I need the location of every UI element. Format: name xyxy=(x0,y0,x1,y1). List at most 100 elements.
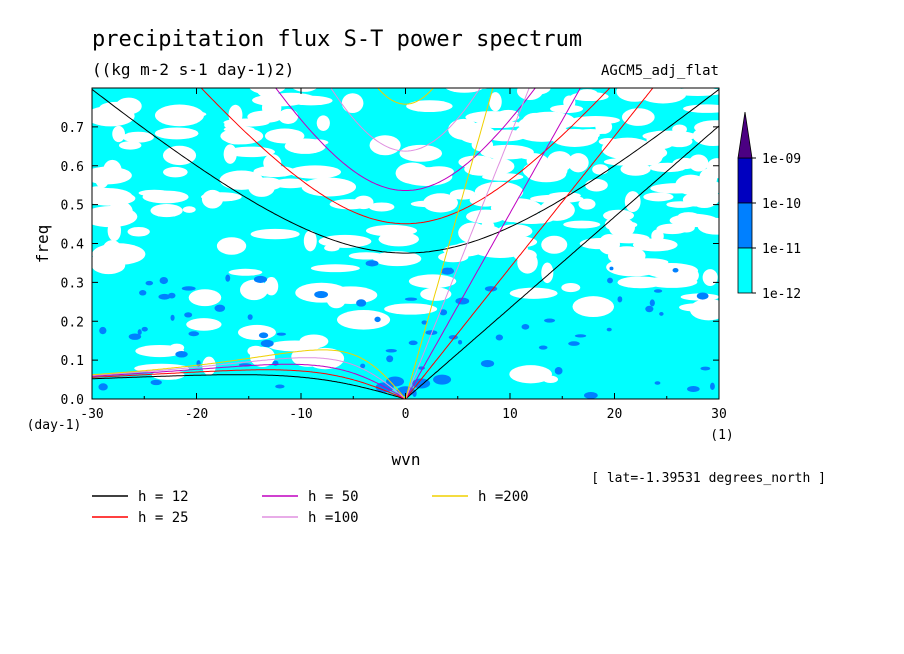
low-power-region xyxy=(348,252,384,260)
low-power-region xyxy=(616,88,654,102)
medium-power-region xyxy=(687,385,700,392)
plot-area xyxy=(91,62,720,400)
x-axis: -30 -20 -10 0 10 20 30 xyxy=(80,88,727,422)
low-power-region xyxy=(509,365,553,384)
medium-power-region xyxy=(607,277,613,284)
low-power-region xyxy=(331,239,363,248)
low-power-region xyxy=(386,62,403,81)
low-power-region xyxy=(278,108,299,124)
low-power-region xyxy=(384,303,438,315)
legend-label: h = 25 xyxy=(138,510,189,526)
medium-power-region xyxy=(645,305,654,313)
low-power-region xyxy=(261,96,282,119)
low-power-region xyxy=(329,199,370,210)
low-power-region xyxy=(228,268,263,276)
low-power-region xyxy=(482,173,524,181)
low-power-region xyxy=(99,192,136,205)
low-power-region xyxy=(127,226,150,237)
low-power-region xyxy=(679,303,715,312)
medium-power-region xyxy=(574,334,587,338)
medium-power-region xyxy=(584,391,598,399)
medium-power-region xyxy=(181,286,196,291)
low-power-region xyxy=(163,166,188,178)
low-power-region xyxy=(561,282,581,293)
low-power-region xyxy=(303,230,317,252)
rossby-curve-h50 xyxy=(92,363,406,399)
medium-power-region xyxy=(159,276,169,285)
x-tick-label: -10 xyxy=(289,407,312,422)
medium-power-region xyxy=(150,379,162,386)
medium-power-region xyxy=(457,340,463,345)
low-power-region xyxy=(572,296,615,318)
low-power-region xyxy=(688,154,709,172)
medium-power-region xyxy=(521,324,530,330)
low-power-region xyxy=(694,120,719,135)
low-power-region xyxy=(563,95,576,110)
medium-power-region xyxy=(385,349,397,353)
low-power-region xyxy=(592,164,609,175)
medium-power-region xyxy=(710,382,715,390)
low-power-region xyxy=(541,235,568,254)
low-power-region xyxy=(661,185,675,194)
medium-power-region xyxy=(554,366,563,375)
low-power-region xyxy=(226,146,275,158)
y-tick-label: 0.1 xyxy=(61,354,84,369)
medium-power-region xyxy=(672,267,679,273)
low-power-region xyxy=(509,287,558,299)
gravity-curve-h25 xyxy=(200,88,611,225)
gravity-curve-h100 xyxy=(330,88,481,152)
low-power-region xyxy=(608,217,635,238)
medium-power-region xyxy=(696,292,709,300)
low-power-region xyxy=(188,289,222,307)
medium-power-region xyxy=(543,318,556,323)
medium-power-region xyxy=(568,341,580,346)
latitude-footnote: [ lat=-1.39531 degrees_north ] xyxy=(591,471,826,486)
gravity-curve-h50 xyxy=(275,88,536,191)
medium-power-region xyxy=(606,327,612,332)
medium-power-region xyxy=(99,326,107,335)
low-power-region xyxy=(680,267,699,284)
low-power-region xyxy=(154,104,204,127)
curve-legend: h = 12 h = 25 h = 50 h =100 h =200 xyxy=(92,489,529,526)
medium-power-region xyxy=(495,334,504,341)
medium-power-region xyxy=(360,363,366,369)
low-power-region xyxy=(548,192,581,200)
y-tick-label: 0.6 xyxy=(61,160,84,175)
colorbar-segment xyxy=(737,157,753,204)
low-power-region xyxy=(94,166,110,189)
medium-power-region xyxy=(260,339,274,348)
medium-power-region xyxy=(649,299,655,307)
medium-power-region xyxy=(448,267,453,274)
low-power-region xyxy=(420,287,452,301)
low-power-region xyxy=(107,220,122,242)
low-power-region xyxy=(182,206,196,213)
y-axis: 0.0 0.1 0.2 0.3 0.4 0.5 0.6 0.7 xyxy=(61,121,719,408)
medium-power-region xyxy=(659,311,664,316)
x-tick-label: 0 xyxy=(402,407,410,422)
legend-label: h =100 xyxy=(308,510,359,526)
low-power-region xyxy=(498,109,519,117)
low-power-region xyxy=(150,204,183,218)
low-power-region xyxy=(102,240,122,261)
low-power-region xyxy=(620,162,651,176)
low-power-region xyxy=(683,104,719,113)
low-power-region xyxy=(479,88,489,89)
low-power-region xyxy=(480,144,534,160)
low-power-region xyxy=(263,154,282,173)
kelvin-curve-h100 xyxy=(405,88,530,399)
low-power-region xyxy=(563,220,601,229)
low-power-region xyxy=(633,151,663,166)
medium-power-region xyxy=(617,296,623,303)
low-power-region xyxy=(546,151,573,173)
medium-power-region xyxy=(356,299,367,307)
low-power-region xyxy=(154,127,199,140)
low-power-region xyxy=(517,251,538,274)
rossby-curve-h12 xyxy=(92,374,406,399)
low-power-region xyxy=(273,178,308,189)
low-power-region xyxy=(186,318,222,331)
low-power-region xyxy=(122,131,154,143)
x-tick-label: 10 xyxy=(502,407,518,422)
low-power-region xyxy=(289,165,341,179)
low-power-region xyxy=(369,135,401,156)
